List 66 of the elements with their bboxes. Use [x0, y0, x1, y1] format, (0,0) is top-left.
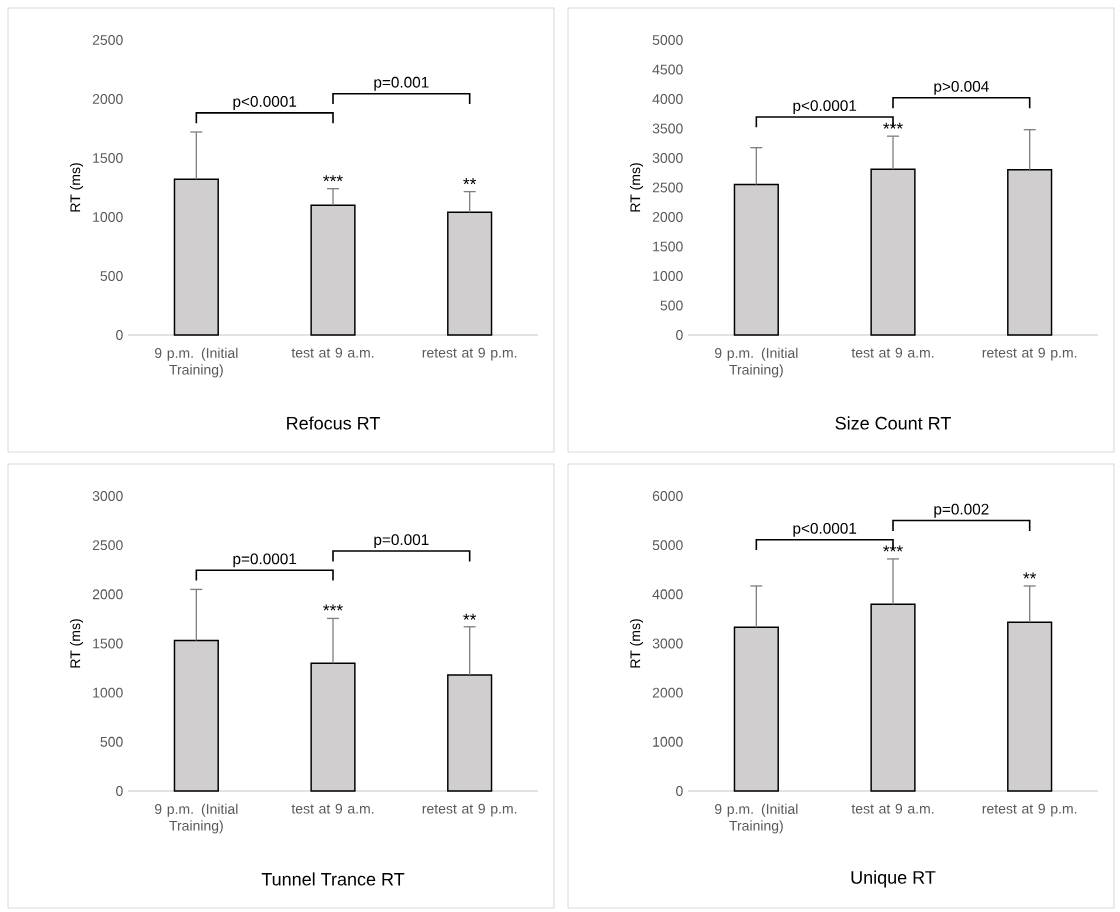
x-tick-label: 9 p.m. (Initial Training): [154, 803, 238, 834]
annotation: p<0.0001: [793, 100, 857, 115]
y-tick-label: 4000: [652, 589, 683, 600]
y-tick-label: 0: [116, 330, 123, 340]
annotation: p=0.001: [374, 76, 429, 91]
annotation: **: [1023, 572, 1037, 579]
y-tick-label: 5000: [652, 540, 683, 551]
x-tick-label: test at 9 a.m.: [851, 803, 934, 814]
y-axis-title: RT (ms): [69, 163, 84, 212]
y-tick-label: 1000: [93, 687, 123, 698]
x-tick-label: retest at 9 p.m.: [422, 347, 517, 361]
y-tick-label: 2500: [652, 182, 683, 193]
y-tick-label: 0: [676, 786, 683, 796]
y-tick-label: 1000: [653, 271, 683, 281]
annotation: ***: [883, 122, 903, 129]
x-tick-label: 9 p.m. (Initial Training): [714, 347, 798, 378]
y-tick-label: 500: [100, 271, 123, 281]
annotation: p<0.0001: [793, 522, 857, 537]
y-tick-label: 1000: [653, 736, 683, 747]
y-axis-title: RT (ms): [69, 619, 84, 668]
y-tick-label: 0: [116, 786, 123, 796]
y-tick-label: 2000: [652, 687, 683, 698]
x-tick-label: retest at 9 p.m.: [982, 347, 1077, 361]
annotation: p=0.0001: [233, 553, 297, 568]
y-tick-label: 1500: [93, 153, 123, 163]
annotation: p=0.001: [374, 534, 429, 549]
text: Unique RT: [851, 870, 936, 888]
y-tick-label: 3500: [652, 123, 683, 134]
y-tick-label: 1500: [93, 638, 123, 649]
y-tick-label: 500: [660, 300, 683, 311]
y-axis-title: RT (ms): [629, 163, 644, 212]
annotation: ***: [883, 545, 903, 552]
y-tick-label: 0: [676, 330, 683, 340]
y-tick-label: 2000: [652, 212, 683, 222]
annotation: **: [463, 178, 477, 185]
annotation: ***: [323, 175, 343, 182]
y-tick-label: 6000: [652, 491, 683, 501]
x-tick-label: retest at 9 p.m.: [982, 803, 1077, 817]
text: Size Count RT: [835, 416, 951, 430]
annotation: **: [463, 613, 477, 620]
y-tick-label: 3000: [652, 153, 683, 163]
annotation: p>0.004: [934, 80, 989, 95]
y-tick-label: 3000: [652, 638, 683, 649]
y-tick-label: 2500: [92, 540, 123, 551]
text: Refocus RT: [287, 416, 380, 430]
y-tick-label: 500: [100, 736, 123, 747]
x-tick-label: 9 p.m. (Initial Training): [154, 347, 238, 378]
y-tick-label: 4500: [652, 64, 683, 75]
y-tick-label: 4000: [652, 94, 683, 104]
y-axis-title: RT (ms): [629, 619, 644, 668]
y-tick-label: 3000: [92, 491, 123, 501]
y-tick-label: 5000: [652, 35, 683, 45]
x-tick-label: test at 9 a.m.: [291, 803, 374, 814]
y-tick-label: 2000: [92, 94, 123, 104]
text: Tunnel Trance RT: [261, 872, 405, 886]
y-tick-label: 1000: [93, 212, 123, 222]
x-tick-label: 9 p.m. (Initial Training): [714, 803, 798, 834]
annotation: p=0.002: [934, 503, 989, 518]
annotation: ***: [323, 604, 343, 611]
x-tick-label: retest at 9 p.m.: [422, 803, 517, 817]
y-tick-label: 1500: [653, 241, 683, 252]
y-tick-label: 2000: [92, 589, 123, 600]
y-tick-label: 2500: [92, 35, 123, 45]
x-tick-label: test at 9 a.m.: [851, 347, 934, 358]
x-tick-label: test at 9 a.m.: [291, 347, 374, 358]
annotation: p<0.0001: [233, 96, 297, 110]
